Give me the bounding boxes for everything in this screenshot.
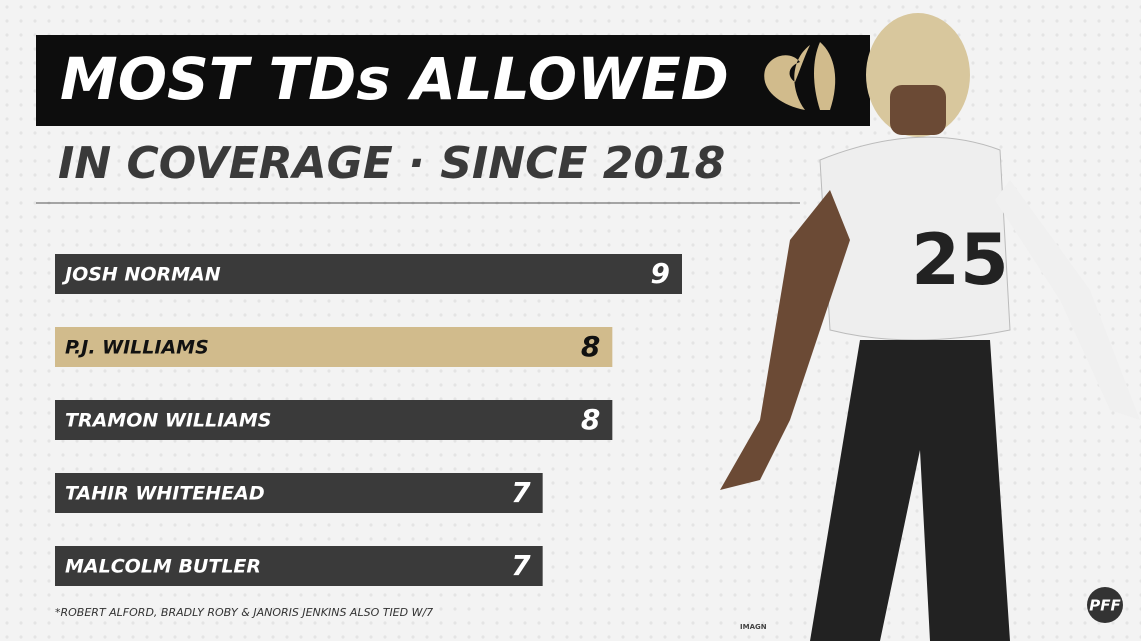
bar [55, 254, 682, 294]
category-label: JOSH NORMAN [61, 264, 221, 286]
jersey-number: 25 [911, 219, 1008, 301]
value-label: 9 [651, 257, 670, 290]
bar [55, 400, 613, 440]
category-label: TRAMON WILLIAMS [65, 410, 271, 432]
footnote: *ROBERT ALFORD, BRADLY ROBY & JANORIS JE… [55, 606, 433, 619]
pff-logo: PFF [1089, 597, 1121, 615]
value-label: 7 [511, 549, 531, 582]
value-label: 8 [581, 403, 600, 436]
team-logo [764, 42, 836, 110]
bar [55, 473, 543, 513]
bar [55, 327, 613, 367]
chart-title: MOST TDs ALLOWED [60, 45, 729, 113]
player-image: 25 [720, 13, 1140, 641]
bar [55, 546, 543, 586]
value-label: 8 [581, 330, 600, 363]
category-label: TAHIR WHITEHEAD [65, 483, 265, 505]
pff-logo-badge [1087, 587, 1123, 623]
title-box [36, 35, 870, 126]
value-label: 7 [511, 476, 531, 509]
photo-credit: IMAGN [740, 623, 767, 631]
chart-subtitle: IN COVERAGE · SINCE 2018 [58, 138, 725, 189]
category-label: P.J. WILLIAMS [65, 337, 209, 359]
category-label: MALCOLM BUTLER [65, 556, 261, 578]
